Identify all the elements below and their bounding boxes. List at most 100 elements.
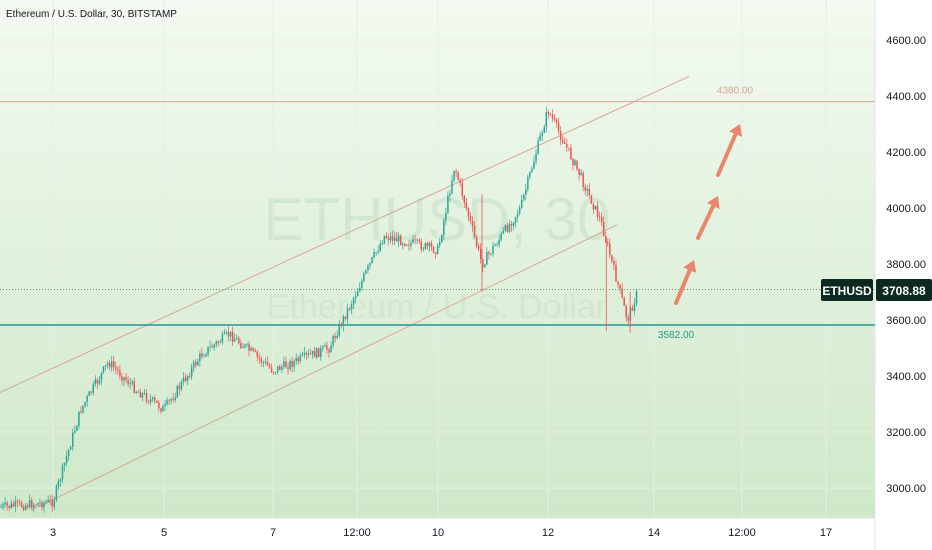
candle-body — [113, 361, 115, 368]
candle-body — [422, 248, 425, 250]
candle-body — [225, 331, 228, 333]
candle-body — [523, 194, 525, 200]
channel-line-upper[interactable] — [0, 75, 690, 401]
candle-body — [369, 262, 371, 266]
candle-body — [166, 400, 168, 405]
candle-body — [154, 397, 156, 401]
candle-body — [381, 243, 384, 245]
candle-body — [102, 366, 105, 373]
price-tag-symbol-box — [821, 279, 873, 301]
last-price-tag: ETHUSD 3708.88 — [821, 279, 932, 301]
candle-body — [41, 502, 43, 508]
arrow-head — [683, 260, 697, 273]
candle-body — [20, 502, 23, 507]
candle-body — [537, 140, 539, 154]
candle-body — [627, 317, 630, 321]
candle-body — [334, 335, 336, 339]
candle-body — [254, 350, 256, 352]
candle-body — [192, 362, 195, 368]
candle-body — [445, 212, 447, 221]
candle-body — [309, 353, 312, 355]
candle-body — [457, 172, 459, 180]
candle-body — [391, 236, 394, 241]
candle-body — [262, 362, 265, 363]
price-axis[interactable]: 3000.00 3200.00 3400.00 3600.00 3800.00 4000.… — [886, 35, 926, 495]
candle-body — [49, 499, 51, 501]
candle-body — [328, 349, 330, 353]
candle-body — [244, 344, 246, 348]
candle-body — [342, 316, 345, 326]
candle-body — [274, 371, 277, 373]
candle-body — [482, 259, 484, 268]
trend-channel[interactable] — [0, 75, 690, 511]
x-tick-label: 12 — [542, 527, 554, 539]
candle-body — [330, 345, 332, 353]
candle-body — [14, 501, 17, 507]
candle-body — [596, 205, 599, 217]
candle-body — [313, 350, 316, 358]
candle-body — [531, 168, 533, 172]
candle-body — [35, 504, 37, 506]
candle-body — [207, 346, 209, 355]
candle-body — [217, 341, 220, 343]
candle-body — [201, 353, 203, 357]
price-tag-symbol: ETHUSD — [822, 284, 872, 298]
candle-body — [219, 342, 222, 343]
candle-body — [287, 367, 289, 370]
candle-body — [110, 361, 113, 368]
candle-body — [258, 356, 261, 359]
horizontal-levels[interactable]: 4380.00 3582.00 — [0, 86, 875, 341]
candle-body — [205, 354, 207, 356]
forecast-arrow[interactable] — [674, 260, 697, 305]
candle-body — [568, 147, 570, 149]
candle-body — [260, 358, 263, 363]
candle-body — [137, 391, 140, 393]
candle-body — [588, 188, 591, 196]
candle-body — [2, 504, 4, 508]
candle-body — [502, 230, 504, 234]
candle-body — [123, 377, 125, 381]
candle-body — [268, 365, 271, 368]
channel-line-lower[interactable] — [30, 224, 618, 511]
forecast-arrows[interactable] — [674, 124, 743, 305]
candle-body — [139, 391, 142, 398]
candle-body — [283, 361, 285, 367]
forecast-arrow[interactable] — [716, 124, 743, 177]
candle-body — [365, 270, 367, 274]
candle-body — [436, 245, 439, 255]
candle-body — [22, 506, 25, 510]
candle-body — [31, 500, 33, 508]
candle-body — [406, 244, 408, 246]
x-tick-label: 12:00 — [728, 527, 756, 539]
candle-body — [301, 354, 304, 356]
time-axis[interactable]: 3 5 7 12:00 10 12 14 12:00 17 — [50, 527, 832, 539]
candle-body — [525, 189, 527, 195]
candle-body — [506, 225, 509, 232]
candle-body — [461, 182, 463, 196]
y-tick-label: 3000.00 — [886, 483, 926, 495]
candle-body — [190, 367, 193, 377]
candle-body — [8, 505, 10, 508]
candle-body — [213, 344, 215, 348]
candle-body — [195, 362, 197, 366]
candle-body — [410, 242, 412, 246]
candle-body — [63, 462, 66, 466]
candle-body — [393, 237, 396, 241]
time-axis-background — [0, 518, 875, 550]
candle-body — [297, 357, 299, 362]
candle-body — [121, 376, 123, 381]
candle-body — [555, 119, 558, 123]
candle-body — [320, 348, 322, 358]
forecast-arrow[interactable] — [696, 196, 720, 240]
candle-body — [59, 479, 62, 482]
candle-body — [586, 188, 589, 191]
candle-body — [86, 396, 88, 403]
candle-body — [117, 368, 119, 371]
candle-body — [389, 236, 392, 241]
y-tick-label: 4400.00 — [886, 91, 926, 103]
candle-body — [293, 361, 295, 367]
candle-body — [53, 500, 56, 507]
candle-body — [315, 348, 318, 358]
candle-body — [277, 366, 279, 372]
